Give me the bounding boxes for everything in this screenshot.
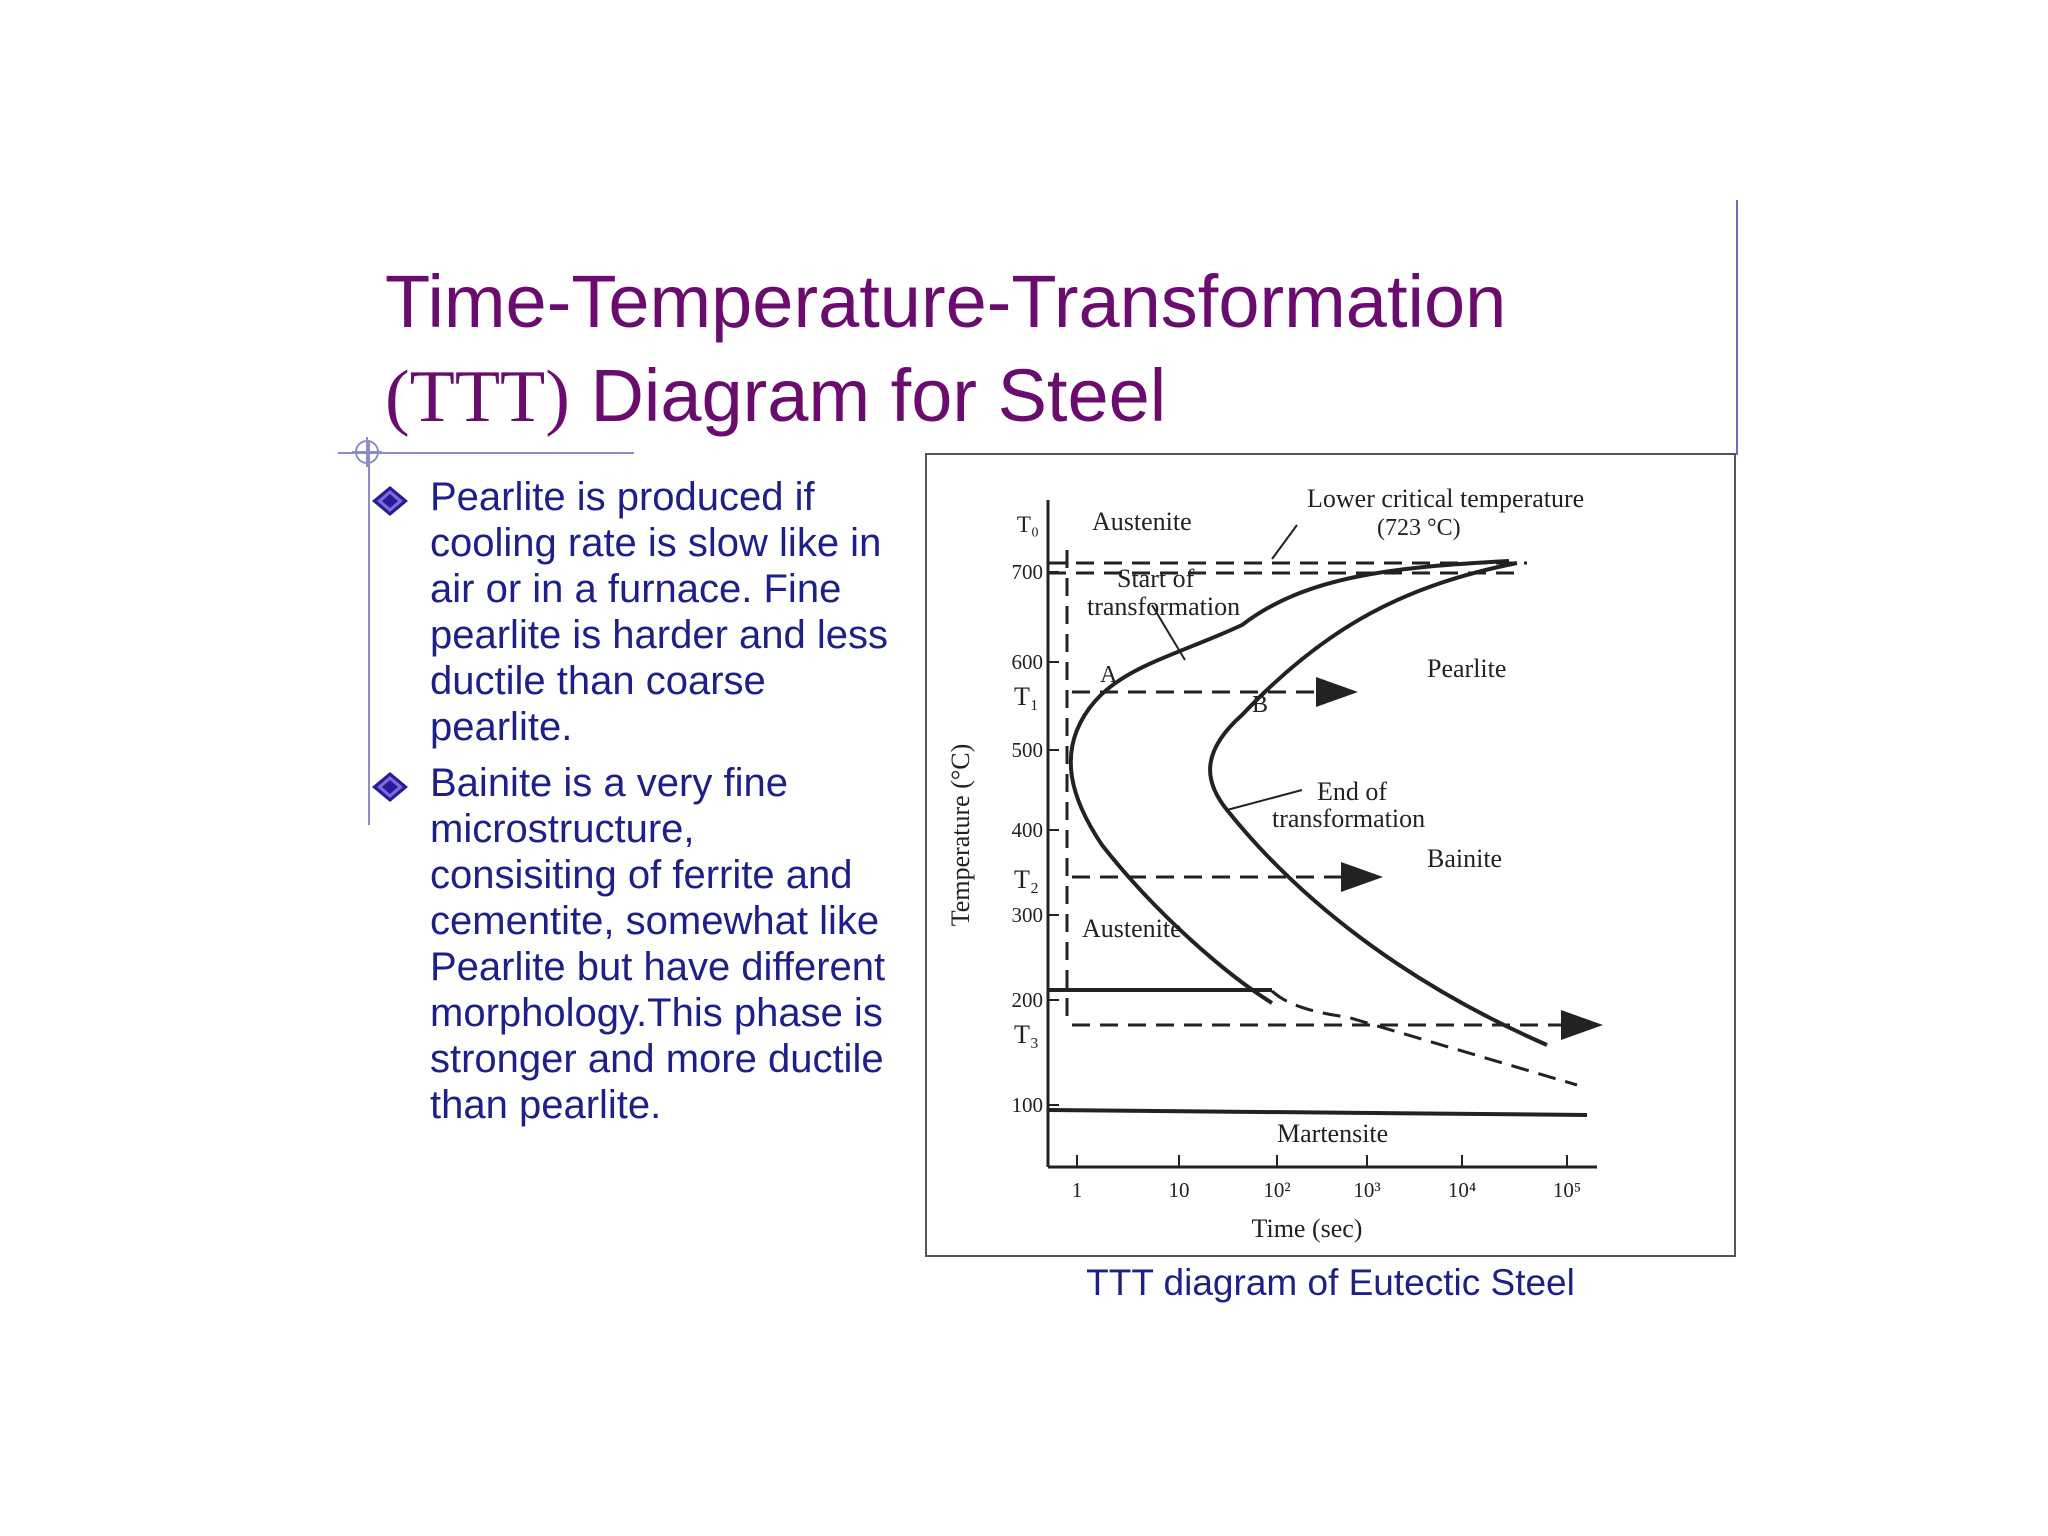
x-ticks (1076, 1155, 1568, 1167)
leader-lower-critical (1271, 524, 1298, 560)
label-lower-critical: Lower critical temperature (1307, 484, 1584, 513)
y-axis-label: Temperature (°C) (946, 744, 975, 927)
temp-marker-t1: T₁ (1014, 682, 1039, 711)
label-point-a: A (1100, 662, 1118, 688)
label-point-b: B (1252, 692, 1268, 718)
x-tick-label: 10 (1169, 1178, 1190, 1202)
y-tick-label: 500 (1012, 738, 1044, 762)
x-tick-label: 10³ (1353, 1178, 1380, 1202)
y-ticks (1048, 571, 1059, 1106)
slide-title: Time-Temperature-Transformation (TTT) Di… (385, 255, 1685, 444)
bullet-text: Bainite is a very fine microstructure, c… (430, 761, 886, 1127)
x-axis-label: Time (sec) (1252, 1214, 1363, 1243)
crosshair-icon (352, 437, 382, 467)
bullet-list: Pearlite is produced if cooling rate is … (370, 474, 890, 1138)
y-tick-label: 600 (1012, 650, 1044, 674)
decorative-vertical-rule (1736, 200, 1738, 455)
diamond-bullet-icon (372, 772, 408, 802)
label-austenite-top: Austenite (1092, 507, 1192, 536)
label-start-1: Start of (1117, 564, 1195, 593)
ttt-diagram-panel: 700 600 500 400 300 200 100 T₀ T₁ T₂ T₃ … (925, 453, 1736, 1257)
y-tick-label: 100 (1012, 1093, 1044, 1117)
title-abbreviation: (TTT) (385, 356, 570, 438)
decorative-horizontal-rule (338, 452, 634, 454)
y-tick-label: 700 (1012, 560, 1044, 584)
leader-end (1226, 789, 1303, 811)
x-tick-label: 1 (1072, 1178, 1083, 1202)
x-tick-label: 10² (1263, 1178, 1290, 1202)
bullet-item-bainite: Bainite is a very fine microstructure, c… (370, 760, 890, 1128)
x-tick-label: 10⁴ (1448, 1178, 1476, 1202)
diamond-bullet-icon (372, 486, 408, 516)
ttt-diagram: 700 600 500 400 300 200 100 T₀ T₁ T₂ T₃ … (946, 484, 1603, 1243)
label-bainite: Bainite (1427, 844, 1502, 873)
x-tick-label: 10⁵ (1553, 1178, 1581, 1202)
mf-line (1047, 1108, 1588, 1117)
label-end-1: End of (1317, 777, 1387, 806)
bullet-item-pearlite: Pearlite is produced if cooling rate is … (370, 474, 890, 750)
label-martensite: Martensite (1277, 1119, 1388, 1148)
start-transformation-curve (1068, 559, 1510, 1005)
label-start-2: transformation (1087, 592, 1240, 621)
decorative-left-rule (368, 440, 370, 825)
label-lower-critical-temp: (723 °C) (1377, 515, 1461, 541)
y-tick-label: 200 (1012, 988, 1044, 1012)
bullet-text: Pearlite is produced if cooling rate is … (430, 475, 889, 749)
label-austenite-low: Austenite (1082, 914, 1182, 943)
temp-marker-t0: T₀ (1017, 512, 1039, 537)
y-tick-label: 400 (1012, 818, 1044, 842)
label-pearlite: Pearlite (1427, 654, 1506, 683)
y-tick-label: 300 (1012, 903, 1044, 927)
title-line-1: Time-Temperature-Transformation (385, 260, 1507, 343)
temp-marker-t3: T₃ (1014, 1020, 1039, 1049)
end-transformation-curve (1208, 561, 1548, 1047)
label-end-2: transformation (1272, 804, 1425, 833)
title-line-2: Diagram for Steel (569, 354, 1167, 437)
leader-start (1151, 604, 1186, 661)
diagram-caption: TTT diagram of Eutectic Steel (1086, 1262, 1575, 1303)
temp-marker-t2: T₂ (1014, 865, 1039, 894)
